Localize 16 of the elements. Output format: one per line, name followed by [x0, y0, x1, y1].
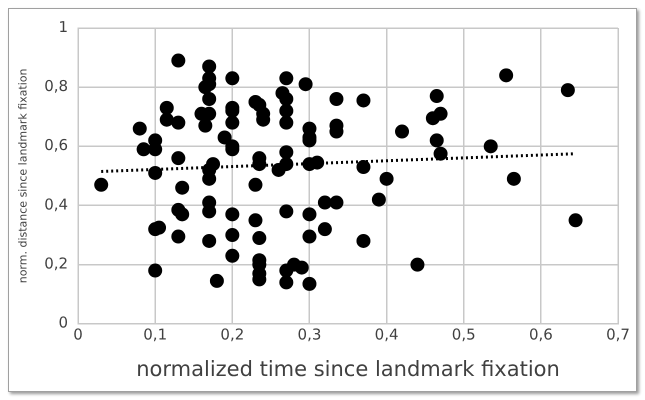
x-tick-label: 0,6	[528, 326, 553, 344]
x-axis-title: normalized time since landmark fixation	[136, 356, 560, 381]
y-tick-label: 0,6	[44, 136, 68, 154]
y-tick-label: 0	[58, 314, 68, 332]
y-tick-label: 1	[58, 18, 68, 36]
y-tick-label: 0,4	[44, 195, 68, 214]
x-tick-label: 0,7	[606, 326, 630, 344]
x-tick-label: 0	[73, 326, 83, 344]
y-axis-title: norm. distance since landmark fixation	[16, 68, 30, 284]
y-tick-label: 0,8	[44, 77, 68, 96]
x-tick-label: 0,3	[298, 326, 322, 344]
x-tick-label: 0,2	[220, 326, 244, 344]
x-tick-label: 0,4	[374, 326, 399, 344]
y-tick-label: 0,2	[44, 254, 68, 273]
x-tick-label: 0,1	[143, 326, 168, 344]
x-tick-label: 0,5	[452, 326, 476, 344]
